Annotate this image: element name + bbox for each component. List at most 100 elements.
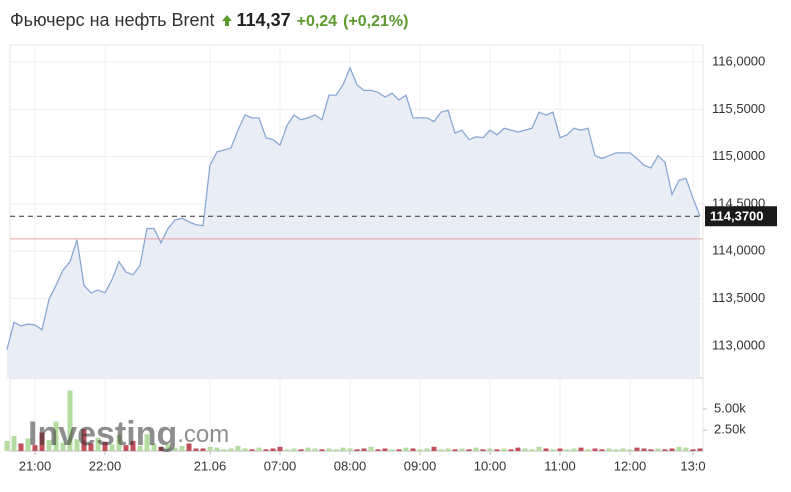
volume-bar	[4, 440, 10, 451]
volume-bar	[683, 447, 689, 451]
volume-bar	[74, 439, 80, 451]
volume-bar	[326, 448, 332, 451]
volume-bar	[291, 448, 297, 451]
volume-bar	[445, 448, 451, 451]
y-tick-label: 113,5000	[712, 290, 765, 305]
volume-bar	[207, 446, 213, 451]
y-tick-label: 114,0000	[712, 243, 765, 258]
volume-bar	[599, 449, 605, 451]
volume-bar	[452, 449, 458, 451]
volume-bar	[592, 448, 598, 451]
volume-bar	[228, 448, 234, 451]
volume-bar	[88, 443, 94, 451]
volume-bar	[263, 449, 269, 451]
price-line	[6, 65, 701, 350]
x-tick-label: 12:00	[614, 458, 647, 473]
volume-bar	[312, 448, 318, 451]
volume-bar	[277, 446, 283, 451]
volume-bar	[410, 448, 416, 451]
volume-bar	[389, 449, 395, 451]
x-tick-label: 13:0	[680, 458, 705, 473]
volume-tick-label: 5.00k	[714, 400, 746, 415]
volume-bar	[641, 448, 647, 451]
volume-bar	[403, 447, 409, 451]
volume-bar	[333, 449, 339, 451]
x-tick-label: 09:00	[404, 458, 437, 473]
volume-bar	[151, 443, 157, 451]
volume-bar	[25, 438, 31, 451]
change: +0,24	[296, 13, 338, 30]
volume-bar	[319, 449, 325, 451]
volume-bar	[676, 446, 682, 451]
volume-bar	[585, 449, 591, 451]
volume-bar	[95, 437, 101, 451]
volume-bar	[305, 447, 311, 451]
volume-bar	[368, 446, 374, 451]
volume-bar	[550, 449, 556, 451]
volume-bar	[81, 429, 87, 451]
volume-bar	[697, 448, 703, 451]
volume-bar	[235, 445, 241, 451]
volume-bar	[466, 449, 472, 451]
volume-bar	[536, 446, 542, 451]
area	[7, 67, 700, 379]
volume-bar	[571, 448, 577, 451]
watermark-suffix: .com	[177, 421, 229, 448]
volume-bar	[648, 449, 654, 451]
volume-bar	[46, 440, 52, 451]
x-tick-label: 07:00	[264, 458, 297, 473]
x-tick-label: 08:00	[334, 458, 367, 473]
volume-bar	[613, 449, 619, 451]
volume-bar	[690, 449, 696, 451]
volume-bar	[515, 447, 521, 451]
volume-bar	[424, 448, 430, 451]
volume-bar	[396, 449, 402, 451]
volume-bar	[564, 449, 570, 451]
volume-bar	[459, 448, 465, 451]
watermark: Investing.com	[28, 415, 229, 453]
y-tick-label: 115,5000	[712, 101, 765, 116]
volume-bar	[200, 448, 206, 451]
volume-bar	[494, 449, 500, 451]
volume-tick-label: 2.50k	[714, 421, 746, 436]
volume-bar	[620, 448, 626, 451]
volume-bar	[123, 445, 129, 451]
price: 114,37	[236, 10, 291, 30]
volume-bar	[382, 448, 388, 451]
volume-bar	[256, 447, 262, 451]
volume-bar	[116, 435, 122, 451]
header: Фьючерс на нефть Brent 114,37 +0,24 (+0,21%…	[10, 10, 414, 31]
volume-bar	[354, 449, 360, 451]
volume-bar	[53, 421, 59, 451]
volume-bar	[249, 449, 255, 451]
volume-bar	[144, 434, 150, 451]
volume-bar	[557, 448, 563, 451]
volume-bar	[501, 448, 507, 451]
volume-bar	[655, 448, 661, 451]
volume-bar	[529, 449, 535, 451]
x-tick-label: 21.06	[194, 458, 227, 473]
volume-bar	[130, 440, 136, 451]
volume-bar	[480, 449, 486, 451]
current-price-box	[705, 206, 777, 227]
volume-bar	[67, 390, 73, 451]
volume-bar	[284, 449, 290, 451]
watermark-main: Investing	[28, 415, 177, 453]
volume-bar	[32, 445, 38, 451]
volume-bar	[361, 448, 367, 451]
volume-bar	[522, 448, 528, 451]
volume-bar	[298, 449, 304, 451]
volume-bar	[438, 449, 444, 451]
volume-bar	[158, 446, 164, 451]
volume-bar	[508, 449, 514, 451]
volume-bar	[186, 443, 192, 451]
volume-bar	[375, 449, 381, 451]
volume-bar	[214, 447, 220, 451]
volume-bar	[347, 448, 353, 451]
volume-bar	[179, 445, 185, 451]
change-percent: (+0,21%)	[343, 13, 409, 30]
up-arrow	[221, 15, 232, 26]
volume-bar	[193, 448, 199, 451]
